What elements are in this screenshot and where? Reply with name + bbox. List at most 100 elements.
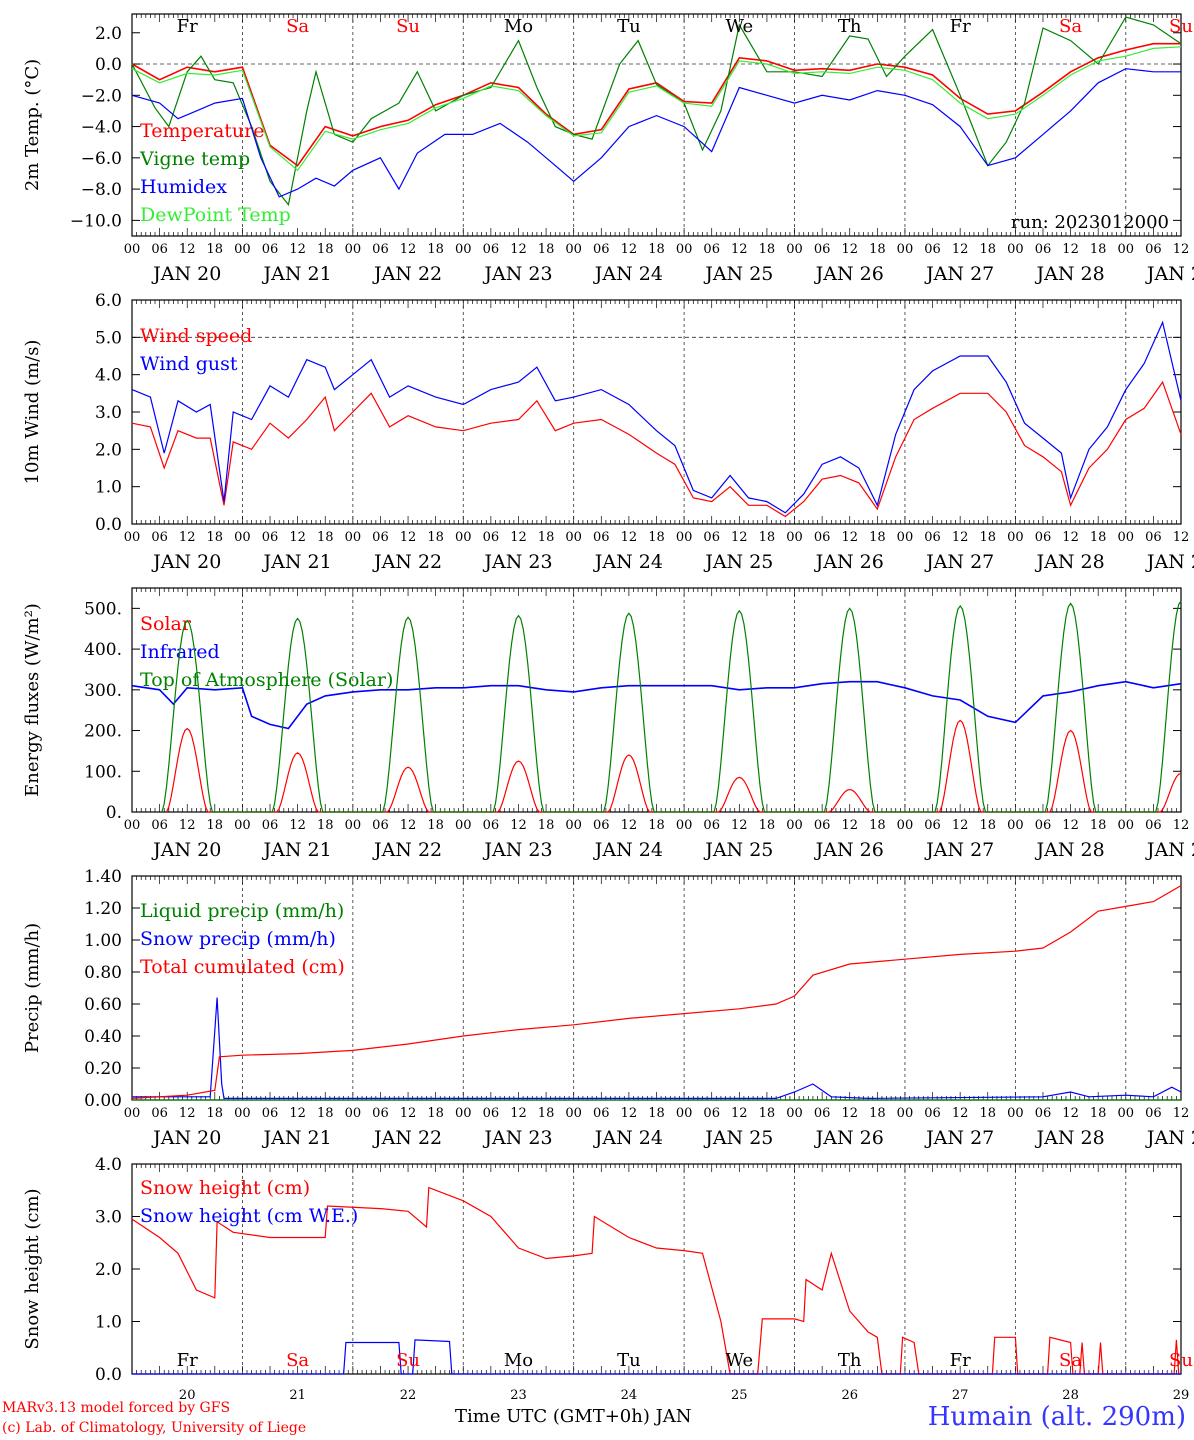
y-tick-label: 3.0 xyxy=(95,1208,122,1228)
day-label: JAN 28 xyxy=(1034,263,1104,285)
hour-tick-label: 00 xyxy=(897,818,914,833)
day-label: JAN 25 xyxy=(703,839,773,861)
weekday-label: Sa xyxy=(1059,16,1082,37)
y-tick-label: 4.0 xyxy=(95,1155,122,1175)
legend-wind-speed: Wind speed xyxy=(140,325,252,347)
hour-tick-label: 12 xyxy=(1173,1106,1190,1121)
day-number: 22 xyxy=(400,1388,417,1403)
hour-tick-label: 12 xyxy=(1062,242,1079,257)
y-tick-label: 3.0 xyxy=(95,403,122,423)
hour-tick-label: 12 xyxy=(400,1106,417,1121)
hour-tick-label: 06 xyxy=(372,242,389,257)
hour-tick-label: 00 xyxy=(1007,1106,1024,1121)
day-label: JAN 20 xyxy=(151,551,221,573)
hour-tick-label: 12 xyxy=(952,1106,969,1121)
hour-tick-label: 06 xyxy=(593,242,610,257)
series-solar xyxy=(165,719,1182,813)
day-label: JAN 23 xyxy=(482,551,552,573)
panel-2-ylabel: Energy fluxes (W/m²) xyxy=(22,603,43,797)
hour-tick-label: 06 xyxy=(262,1106,279,1121)
hour-tick-label: 12 xyxy=(289,1106,306,1121)
hour-tick-label: 18 xyxy=(979,530,996,545)
hour-tick-label: 06 xyxy=(703,530,720,545)
station-name: Humain (alt. 290m) xyxy=(927,1402,1186,1432)
panel-4-ylabel: Snow height (cm) xyxy=(22,1188,43,1349)
legend-snow-height-cm-: Snow height (cm) xyxy=(140,1177,310,1199)
run-annotation: run: 2023012000 xyxy=(1011,212,1169,233)
legend-liquid-precip-mm-h-: Liquid precip (mm/h) xyxy=(140,900,344,922)
hour-tick-label: 12 xyxy=(731,530,748,545)
hour-tick-label: 06 xyxy=(593,530,610,545)
hour-tick-label: 00 xyxy=(124,1106,141,1121)
day-number: 24 xyxy=(621,1388,638,1403)
hour-tick-label: 00 xyxy=(1118,242,1135,257)
series-temperature xyxy=(131,42,1181,167)
weekday-label: Fr xyxy=(950,16,971,37)
day-number: 25 xyxy=(731,1388,748,1403)
hour-tick-label: 06 xyxy=(483,530,500,545)
hour-tick-label: 12 xyxy=(179,818,196,833)
day-label: JAN 28 xyxy=(1034,551,1104,573)
hour-tick-label: 06 xyxy=(1035,818,1052,833)
hour-tick-label: 06 xyxy=(924,1106,941,1121)
hour-tick-label: 06 xyxy=(593,1106,610,1121)
hour-tick-label: 12 xyxy=(510,1106,527,1121)
hour-tick-label: 06 xyxy=(1145,530,1162,545)
y-tick-label: 2.0 xyxy=(95,24,122,44)
day-label: JAN 27 xyxy=(924,839,994,861)
series-snow-height-cm-w-e- xyxy=(132,1339,1181,1375)
hour-tick-label: 00 xyxy=(345,1106,362,1121)
credit-model: MARv3.13 model forced by GFS xyxy=(2,1400,231,1416)
day-label: JAN 24 xyxy=(593,839,663,861)
day-number: 23 xyxy=(510,1388,527,1403)
y-tick-label: −8.0 xyxy=(81,180,122,200)
day-label: JAN 21 xyxy=(262,551,332,573)
panel-1-ylabel: 10m Wind (m/s) xyxy=(22,340,43,485)
hour-tick-label: 06 xyxy=(483,1106,500,1121)
hour-tick-label: 06 xyxy=(372,530,389,545)
weekday-label: Fr xyxy=(177,1350,198,1371)
hour-tick-label: 06 xyxy=(924,242,941,257)
hour-tick-label: 06 xyxy=(1145,1106,1162,1121)
day-label: JAN 25 xyxy=(703,551,773,573)
day-label: JAN 26 xyxy=(814,839,884,861)
hour-tick-label: 00 xyxy=(565,530,582,545)
day-number: 29 xyxy=(1173,1388,1190,1403)
series-total-cumulated-cm- xyxy=(131,885,1182,1099)
y-tick-label: 100. xyxy=(84,762,122,782)
y-tick-label: 1.0 xyxy=(95,1313,122,1333)
hour-tick-label: 00 xyxy=(234,1106,251,1121)
panel-0-ylabel: 2m Temp. (°C) xyxy=(22,59,43,191)
day-label: JAN 27 xyxy=(924,1127,994,1149)
hour-tick-label: 18 xyxy=(979,242,996,257)
y-tick-label: 1.0 xyxy=(95,478,122,498)
hour-tick-label: 12 xyxy=(841,818,858,833)
day-label: JAN 22 xyxy=(372,1127,442,1149)
hour-tick-label: 06 xyxy=(151,530,168,545)
hour-tick-label: 00 xyxy=(234,242,251,257)
hour-tick-label: 06 xyxy=(593,818,610,833)
y-tick-label: −6.0 xyxy=(81,149,122,169)
legend-temperature: Temperature xyxy=(140,120,264,142)
day-label: JAN 24 xyxy=(593,1127,663,1149)
hour-tick-label: 00 xyxy=(1007,530,1024,545)
series-snow-precip-mm-h- xyxy=(132,997,1182,1100)
day-label: JAN 21 xyxy=(262,263,332,285)
hour-tick-label: 00 xyxy=(124,818,141,833)
y-tick-label: 0.80 xyxy=(84,963,122,983)
legend-total-cumulated-cm-: Total cumulated (cm) xyxy=(140,956,345,978)
hour-tick-label: 06 xyxy=(151,818,168,833)
hour-tick-label: 06 xyxy=(814,818,831,833)
day-label: JAN 23 xyxy=(482,263,552,285)
hour-tick-label: 00 xyxy=(345,242,362,257)
hour-tick-label: 00 xyxy=(786,1106,803,1121)
day-label: JAN 22 xyxy=(372,551,442,573)
hour-tick-label: 18 xyxy=(538,1106,555,1121)
hour-tick-label: 18 xyxy=(207,530,224,545)
series-infrared xyxy=(131,680,1182,730)
hour-tick-label: 18 xyxy=(317,530,334,545)
hour-tick-label: 18 xyxy=(317,242,334,257)
hour-tick-label: 18 xyxy=(538,242,555,257)
hour-tick-label: 12 xyxy=(952,530,969,545)
